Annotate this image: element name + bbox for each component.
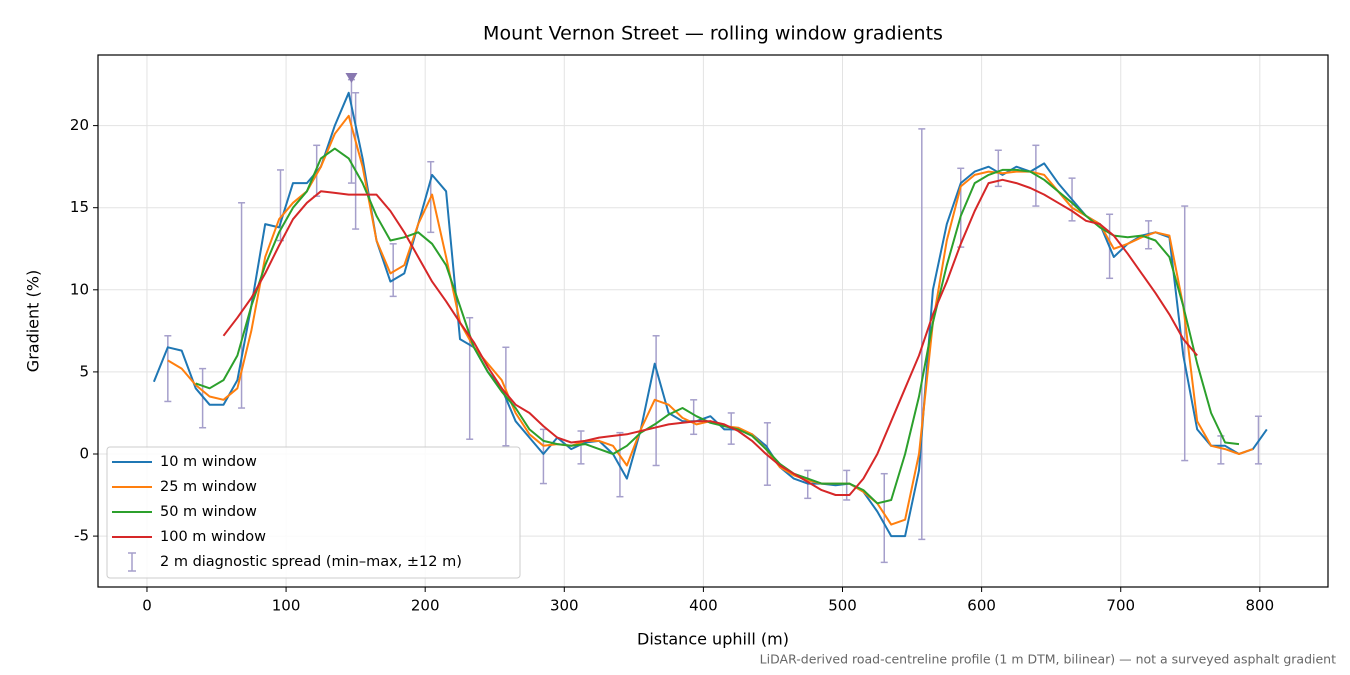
x-tick-label: 200 bbox=[411, 597, 440, 615]
x-tick-label: 100 bbox=[272, 597, 301, 615]
x-tick-label: 700 bbox=[1106, 597, 1135, 615]
legend-label: 25 m window bbox=[160, 479, 257, 495]
x-tick-label: 300 bbox=[550, 597, 579, 615]
legend-label: 100 m window bbox=[160, 529, 266, 545]
footnote: LiDAR-derived road-centreline profile (1… bbox=[760, 652, 1336, 667]
y-tick-label: 5 bbox=[79, 362, 89, 380]
y-tick-label: 20 bbox=[70, 116, 89, 134]
plot-frame bbox=[97, 54, 1329, 588]
series-line bbox=[195, 147, 1240, 505]
y-tick-label: 0 bbox=[79, 445, 89, 463]
series-line bbox=[222, 178, 1198, 496]
y-tick-label: 15 bbox=[70, 198, 89, 216]
x-tick-label: 400 bbox=[689, 597, 718, 615]
x-tick-label: 800 bbox=[1246, 597, 1275, 615]
y-axis-label: Gradient (%) bbox=[24, 270, 43, 372]
legend-label: 2 m diagnostic spread (min–max, ±12 m) bbox=[160, 554, 462, 570]
x-axis-label: Distance uphill (m) bbox=[637, 630, 789, 649]
chart-title: Mount Vernon Street — rolling window gra… bbox=[483, 23, 943, 45]
x-tick-label: 600 bbox=[967, 597, 996, 615]
y-tick-label: -5 bbox=[74, 527, 89, 545]
peak-marker bbox=[345, 72, 358, 83]
legend-box bbox=[106, 446, 521, 579]
legend-label: 10 m window bbox=[160, 454, 257, 470]
x-tick-label: 0 bbox=[142, 597, 152, 615]
y-tick-label: 10 bbox=[70, 280, 89, 298]
legend-label: 50 m window bbox=[160, 504, 257, 520]
x-tick-label: 500 bbox=[828, 597, 857, 615]
